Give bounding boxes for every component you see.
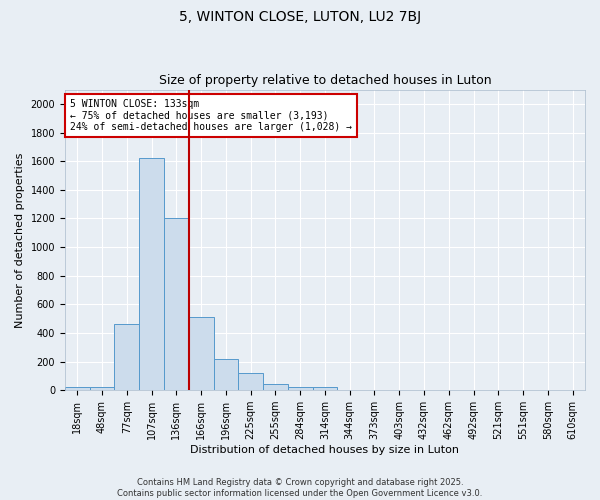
Bar (214, 358, 238, 390)
Bar (139, 158, 164, 390)
Bar (288, 386, 313, 390)
X-axis label: Distribution of detached houses by size in Luton: Distribution of detached houses by size … (190, 445, 460, 455)
Y-axis label: Number of detached properties: Number of detached properties (15, 152, 25, 328)
Bar (65, 388, 89, 390)
Title: Size of property relative to detached houses in Luton: Size of property relative to detached ho… (158, 74, 491, 87)
Bar (89, 388, 115, 390)
Text: 5 WINTON CLOSE: 133sqm
← 75% of detached houses are smaller (3,193)
24% of semi-: 5 WINTON CLOSE: 133sqm ← 75% of detached… (70, 98, 352, 132)
Text: 5, WINTON CLOSE, LUTON, LU2 7BJ: 5, WINTON CLOSE, LUTON, LU2 7BJ (179, 10, 421, 24)
Bar (164, 218, 189, 390)
Bar (313, 388, 337, 390)
Bar (263, 384, 288, 390)
Text: Contains HM Land Registry data © Crown copyright and database right 2025.
Contai: Contains HM Land Registry data © Crown c… (118, 478, 482, 498)
Bar (115, 324, 139, 390)
Bar (238, 373, 263, 390)
Bar (189, 317, 214, 390)
